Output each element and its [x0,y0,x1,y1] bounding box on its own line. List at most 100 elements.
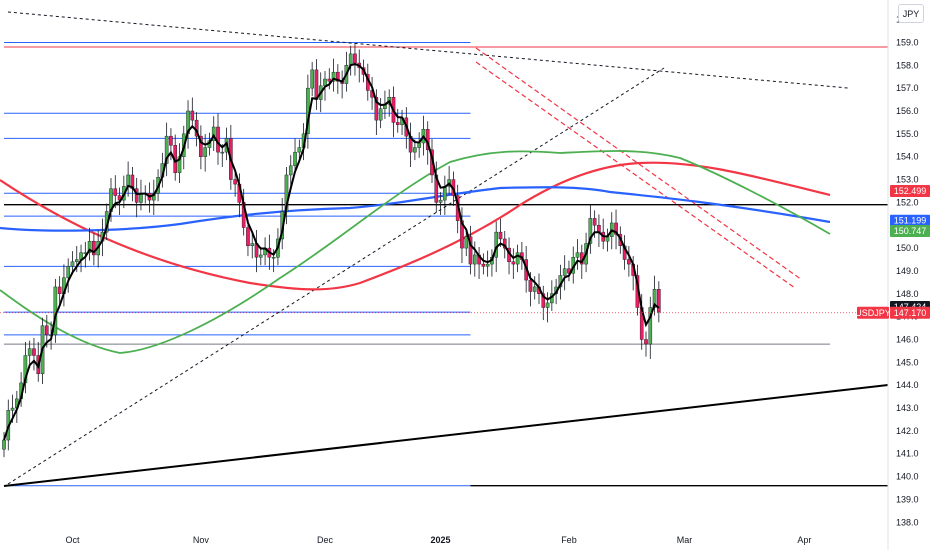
time-tick-label: Nov [193,535,210,545]
candle-body [314,69,319,100]
price-label-text: 152.499 [894,186,927,196]
candle-body [511,261,516,265]
price-tick-label: 143.0 [896,403,919,413]
price-tick-label: 159.0 [896,37,919,47]
candle-body [541,293,546,308]
horizontal-levels [4,41,888,487]
price-label-box [890,214,930,227]
candle-body [464,236,469,249]
candle-body [438,199,443,203]
candle-body [374,97,379,121]
candle-body [348,53,353,66]
price-tick-label: 152.0 [896,197,919,207]
candle-body [297,147,302,153]
candle-body [92,241,96,256]
time-tick-label: Dec [317,535,334,545]
candle-body [27,348,32,356]
price-tick-label: 157.0 [896,83,919,93]
time-axis[interactable]: Oct Nov Dec 2025 Feb Mar Apr [65,535,811,545]
candle-body [395,122,400,125]
candle-body [45,325,49,336]
price-tick-label: 150.0 [896,243,919,253]
candle-body [627,259,631,265]
candle-body [310,69,314,89]
time-tick-label: Feb [561,535,577,545]
candle-body [233,179,237,185]
price-label-text: 150.747 [894,226,927,236]
candle-body [648,307,653,345]
channel-lower-line [475,61,796,289]
candle-body [378,108,383,121]
candle-body [199,135,203,157]
candle-body [331,71,336,82]
candle-body [657,289,661,313]
candle-body [545,302,550,308]
symbol-tag-text: USDJPY [855,308,891,318]
candle-body [293,151,297,167]
candle-body [66,266,70,279]
time-tick-label: Oct [65,535,80,545]
price-label-box [890,306,930,319]
candle-body [498,231,503,240]
price-tick-label: 155.0 [896,129,919,139]
candle-body [481,263,486,267]
price-tick-label: 154.0 [896,152,919,162]
candle-body [336,71,340,82]
currency-badge[interactable]: JPY [898,4,924,23]
long-term-support-trendline [3,384,889,487]
candle-body [353,53,357,64]
candle-body [10,407,15,411]
candle-body [528,279,533,292]
candle-body [417,142,421,148]
candle-body [70,261,75,267]
price-tick-label: 146.0 [896,334,919,344]
candle-body [113,188,118,196]
price-tick-label: 138.0 [896,517,919,527]
candle-body [614,222,618,235]
candle-body [271,257,276,259]
candle-body [485,263,490,267]
candle-body [327,78,332,82]
price-label-text: 147.170 [894,308,927,318]
candle-body [323,78,327,87]
price-label-box [890,184,930,197]
trendlines [3,11,889,487]
candle-body [32,348,36,356]
candle-body [443,186,447,201]
price-labels: 152.499151.199150.747147.424147.170USDJP… [855,184,930,319]
candle-body [169,135,173,146]
candle-body [575,252,580,258]
candle-body [87,241,92,253]
candle-body [57,286,62,294]
candle-body [246,227,250,247]
time-tick-label: Apr [797,535,811,545]
currency-label: JPY [903,9,920,19]
time-tick-label: 2025 [431,535,451,545]
blue-ma-100 [0,186,831,232]
candle-body [259,254,263,258]
candle-body [592,218,597,226]
black-ema-line [3,63,660,441]
candle-body [164,135,169,164]
candle-body [588,218,593,244]
price-tick-label: 139.0 [896,494,919,504]
candle-body [413,147,417,153]
candle-body [597,225,601,233]
candle-body [74,259,79,263]
candle-body [473,254,477,265]
price-label-text: 151.199 [894,216,927,226]
candle-body [515,252,520,265]
candle-body [134,188,139,203]
red-ma-200 [0,161,831,291]
price-tick-label: 158.0 [896,60,919,70]
price-tick-label: 142.0 [896,426,919,436]
price-label-box [890,225,930,238]
price-tick-label: 145.0 [896,357,919,367]
candle-body [250,243,255,247]
candle-body [126,174,130,187]
candle-body [203,147,207,157]
candle-body [562,268,567,276]
price-tick-label: 141.0 [896,449,919,459]
candle-body [190,110,195,121]
